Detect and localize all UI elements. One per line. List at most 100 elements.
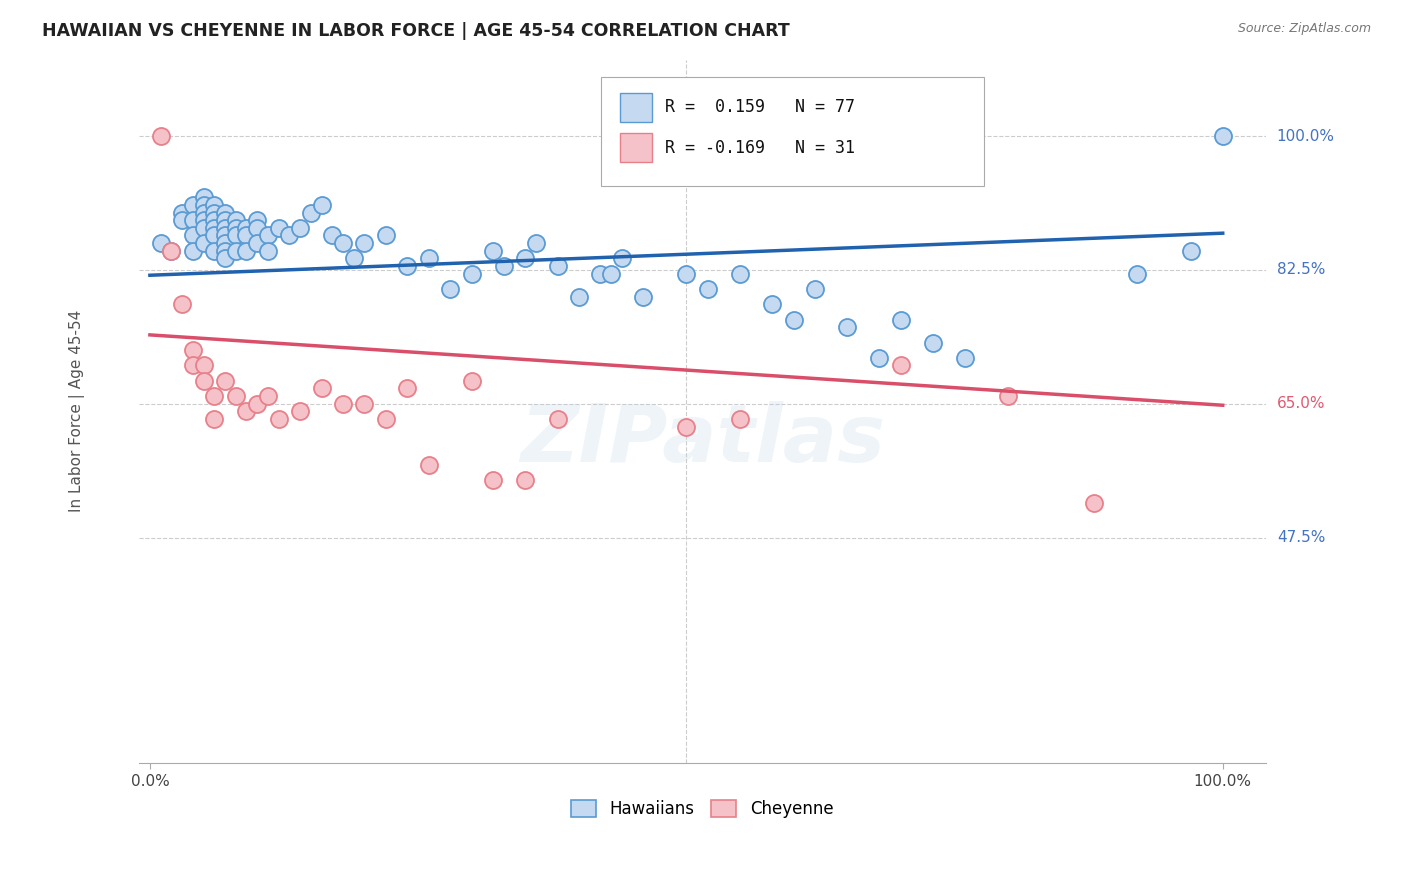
Point [235,404,257,418]
Point [149,236,172,251]
Point [225,220,247,235]
Point [1212,129,1234,144]
Point [353,397,375,411]
Point [922,335,945,350]
Point [396,381,419,395]
Point [235,228,257,243]
Point [214,228,236,243]
Point [482,244,505,258]
Point [214,252,236,266]
Point [610,252,633,266]
Point [568,290,591,304]
Point [728,267,751,281]
Point [1180,244,1202,258]
Point [547,259,569,273]
Point [837,320,859,334]
Point [214,236,236,251]
Point [193,213,215,227]
Point [515,252,537,266]
Point [515,473,537,487]
Point [202,198,225,212]
Point [332,397,354,411]
Point [202,213,225,227]
Point [482,473,505,487]
Point [696,282,718,296]
Point [890,312,912,326]
Legend: Hawaiians, Cheyenne: Hawaiians, Cheyenne [565,794,839,825]
Point [202,220,225,235]
Point [675,419,697,434]
Point [202,389,225,403]
Point [1083,496,1105,510]
Text: In Labor Force | Age 45-54: In Labor Force | Age 45-54 [69,310,86,513]
Point [246,220,269,235]
Point [160,244,183,258]
Point [193,359,215,373]
Point [353,236,375,251]
Point [278,228,301,243]
Point [160,244,183,258]
Point [782,312,804,326]
FancyBboxPatch shape [620,93,652,122]
Point [214,205,236,219]
Point [193,198,215,212]
FancyBboxPatch shape [600,78,984,186]
Point [202,228,225,243]
Point [193,190,215,204]
Point [246,236,269,251]
Text: Source: ZipAtlas.com: Source: ZipAtlas.com [1237,22,1371,36]
Point [214,213,236,227]
Point [214,244,236,258]
Point [288,404,311,418]
Point [547,412,569,426]
Point [202,205,225,219]
Point [225,389,247,403]
Point [181,198,204,212]
Point [321,228,343,243]
Point [235,220,257,235]
Text: R =  0.159   N = 77: R = 0.159 N = 77 [665,98,855,117]
Point [181,359,204,373]
Point [461,374,484,388]
Point [181,213,204,227]
Point [193,205,215,219]
Point [193,236,215,251]
Point [202,244,225,258]
Point [202,412,225,426]
Point [246,397,269,411]
Point [761,297,783,311]
Point [235,244,257,258]
Text: 100.0%: 100.0% [1277,128,1334,144]
Point [396,259,419,273]
Point [461,267,484,281]
Point [149,129,172,144]
Text: 47.5%: 47.5% [1277,530,1324,545]
Point [675,267,697,281]
Point [589,267,612,281]
Point [172,213,194,227]
Point [225,213,247,227]
Point [267,220,290,235]
Text: 65.0%: 65.0% [1277,396,1326,411]
Point [997,389,1019,403]
Point [267,412,290,426]
Point [332,236,354,251]
Point [868,351,890,365]
Point [311,198,333,212]
Point [181,228,204,243]
Point [257,228,280,243]
Text: 82.5%: 82.5% [1277,262,1324,277]
Point [418,458,440,472]
Point [225,244,247,258]
Point [1126,267,1149,281]
Text: R = -0.169   N = 31: R = -0.169 N = 31 [665,138,855,156]
Point [374,228,396,243]
Point [492,259,515,273]
Text: HAWAIIAN VS CHEYENNE IN LABOR FORCE | AGE 45-54 CORRELATION CHART: HAWAIIAN VS CHEYENNE IN LABOR FORCE | AG… [42,22,790,40]
Point [600,267,623,281]
Point [214,374,236,388]
Point [890,359,912,373]
Point [257,244,280,258]
Point [418,252,440,266]
Point [311,381,333,395]
